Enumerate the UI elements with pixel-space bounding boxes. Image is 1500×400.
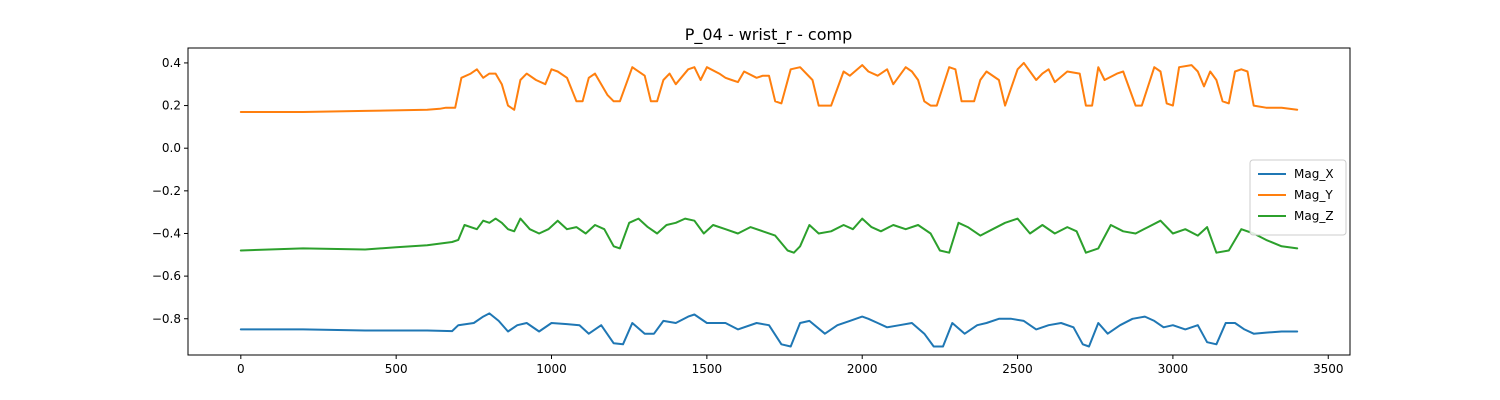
legend-label: Mag_Z <box>1294 209 1334 223</box>
x-tick-label: 2500 <box>1002 362 1033 376</box>
series-line-mag-z <box>239 217 1299 254</box>
y-tick-label: −0.8 <box>152 312 181 326</box>
series-line-mag-x <box>239 312 1299 348</box>
chart-title: P_04 - wrist_r - comp <box>685 25 853 45</box>
y-tick-label: −0.6 <box>152 269 181 283</box>
y-tick-label: −0.4 <box>152 226 181 240</box>
legend: Mag_X Mag_Y Mag_Z <box>1249 159 1347 236</box>
x-tick-label: 3500 <box>1313 362 1344 376</box>
x-tick-label: 0 <box>237 362 245 376</box>
series-line-mag-y <box>239 61 1299 113</box>
x-tick-label: 1500 <box>692 362 723 376</box>
axes-frame <box>187 47 1351 356</box>
x-tick-label: 3000 <box>1158 362 1189 376</box>
y-tick-label: 0.4 <box>162 56 181 70</box>
x-tick-label: 500 <box>385 362 408 376</box>
axes: 0 500 1000 1500 2000 2500 3000 3500 −0.8 −0.6 −0.4… <box>152 47 1351 376</box>
x-tick-label: 2000 <box>847 362 878 376</box>
legend-label: Mag_Y <box>1294 188 1333 202</box>
y-tick-label: 0.0 <box>162 141 181 155</box>
x-tick-label: 1000 <box>536 362 567 376</box>
series-lines <box>239 61 1299 348</box>
legend-label: Mag_X <box>1294 167 1334 181</box>
y-tick-label: −0.2 <box>152 184 181 198</box>
plot-area <box>239 61 1299 348</box>
y-tick-label: 0.2 <box>162 99 181 113</box>
